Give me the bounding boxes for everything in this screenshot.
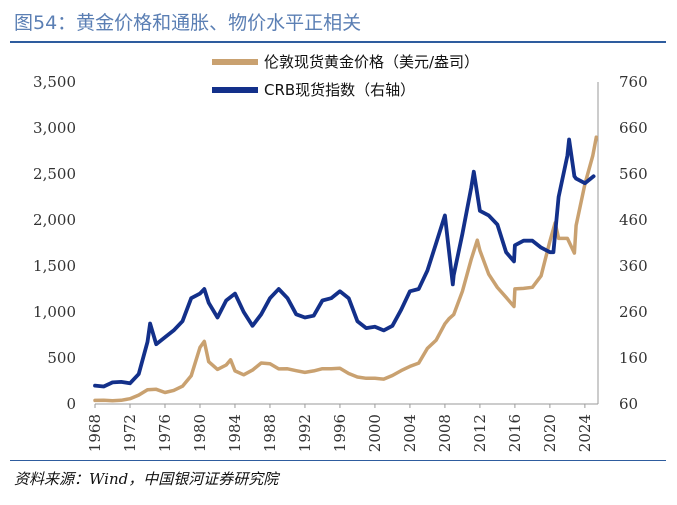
x-tick-label: 2012 <box>471 414 489 452</box>
left-tick-label: 1,000 <box>33 303 76 321</box>
left-tick-label: 2,500 <box>33 165 76 183</box>
legend-label-1: 伦敦现货黄金价格（美元/盎司） <box>264 53 479 71</box>
x-tick-label: 2024 <box>576 414 594 452</box>
chart-legend: 伦敦现货黄金价格（美元/盎司） CRB现货指数（右轴） <box>212 53 479 99</box>
right-axis-ticks: 60 160 260 360 460 560 660 760 <box>619 73 648 413</box>
x-tick-label: 1992 <box>296 414 314 452</box>
series-line-2 <box>93 137 596 389</box>
x-tick-label: 1972 <box>121 414 139 452</box>
right-tick-label: 560 <box>619 165 648 183</box>
right-tick-label: 460 <box>619 211 648 229</box>
title-divider <box>10 41 666 43</box>
left-tick-label: 1,500 <box>33 257 76 275</box>
right-tick-label: 760 <box>619 73 648 91</box>
series-lines <box>93 135 599 403</box>
right-tick-label: 260 <box>619 303 648 321</box>
left-axis-ticks: 0 500 1,000 1,500 2,000 2,500 3,000 3,500 <box>33 73 76 413</box>
left-tick-label: 3,000 <box>33 119 76 137</box>
x-tick-label: 2000 <box>366 414 384 452</box>
source-note: 资料来源：Wind，中国银河证券研究院 <box>14 470 279 488</box>
x-tick-label: 2020 <box>541 414 559 452</box>
x-axis-ticks: 1968 1972 1976 1980 1984 1988 1992 1996 2000 2004… <box>86 404 594 452</box>
x-tick-label: 2004 <box>401 414 419 452</box>
left-tick-label: 3,500 <box>33 73 76 91</box>
chart-title: 图54：黄金价格和通胀、物价水平正相关 <box>14 12 362 34</box>
x-tick-label: 1996 <box>331 414 349 452</box>
right-tick-label: 160 <box>619 349 648 367</box>
series-line-1 <box>93 135 599 403</box>
x-tick-label: 1988 <box>261 414 279 452</box>
right-tick-label: 360 <box>619 257 648 275</box>
footer-divider <box>10 460 666 461</box>
right-tick-label: 60 <box>619 395 638 413</box>
left-tick-label: 500 <box>47 349 76 367</box>
x-tick-label: 1976 <box>156 414 174 452</box>
right-tick-label: 660 <box>619 119 648 137</box>
x-tick-label: 2008 <box>436 414 454 452</box>
x-tick-label: 1984 <box>226 414 244 452</box>
left-tick-label: 0 <box>66 395 76 413</box>
left-tick-label: 2,000 <box>33 211 76 229</box>
chart-axes <box>95 82 599 405</box>
legend-label-2: CRB现货指数（右轴） <box>264 81 415 99</box>
x-tick-label: 1968 <box>86 414 104 452</box>
x-tick-label: 1980 <box>191 414 209 452</box>
x-tick-label: 2016 <box>506 414 524 452</box>
